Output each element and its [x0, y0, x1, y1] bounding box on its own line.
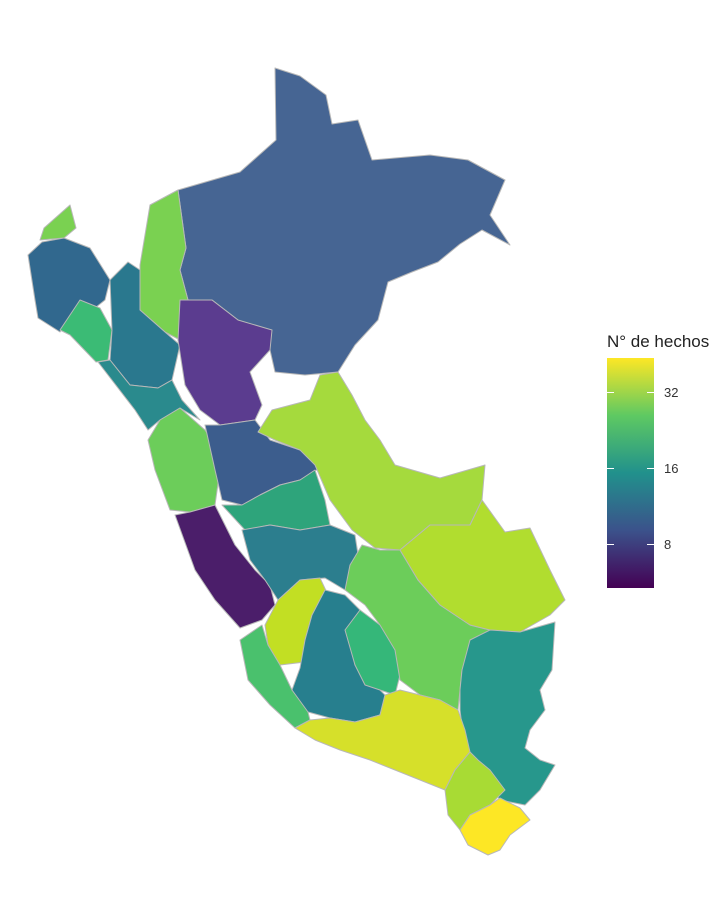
legend-tick-mark-32 [607, 392, 614, 393]
legend-color-bar [607, 358, 654, 588]
legend-tick-mark-16 [607, 468, 614, 469]
region-ancash [147, 407, 223, 513]
region-madre-de-dios [399, 499, 566, 633]
region-apurimac [344, 609, 401, 696]
legend-tick-mark-16-right [647, 468, 654, 469]
region-moquegua [444, 751, 506, 831]
legend-tick-mark-32-right [647, 392, 654, 393]
region-lambayeque [59, 299, 113, 363]
region-tacna [459, 797, 531, 856]
legend-title: N° de hechos [607, 332, 710, 351]
legend-tick-mark-8-right [647, 544, 654, 545]
region-ucayali [257, 371, 486, 551]
legend-tick-label-32: 32 [664, 385, 679, 400]
region-cajamarca [109, 261, 181, 389]
region-tumbes [39, 204, 77, 241]
region-lima [174, 504, 276, 629]
legend-tick-label-16: 16 [664, 461, 679, 476]
region-san-martin [177, 299, 273, 426]
region-arequipa [294, 689, 471, 791]
legend-tick-label-8: 8 [664, 537, 672, 552]
region-la-libertad [97, 359, 201, 431]
legend-tick-mark-8 [607, 544, 614, 545]
